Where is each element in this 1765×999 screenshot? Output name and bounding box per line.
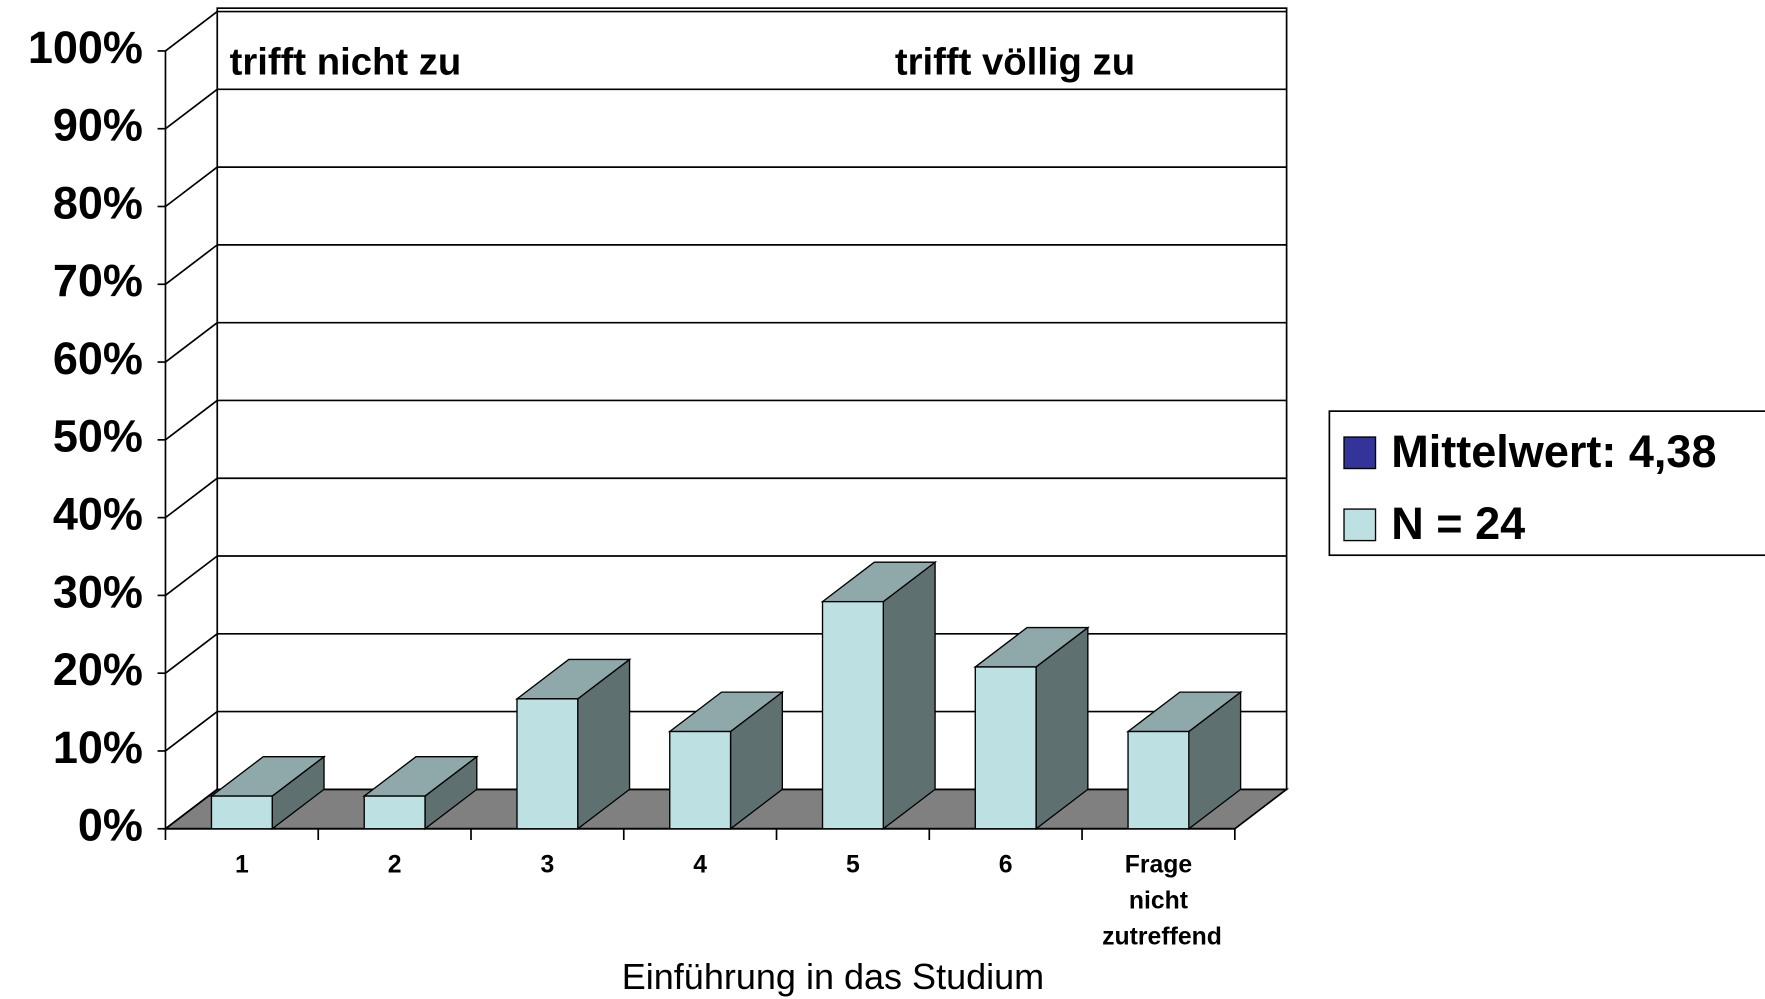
legend-label: Mittelwert: 4,38 [1391, 426, 1716, 477]
x-tick-label-box: 1 [234, 850, 249, 879]
x-tick-label-box: Frage nicht zutreffend [1102, 850, 1222, 951]
bar [516, 698, 579, 830]
x-tick-label-box: 3 [540, 850, 555, 879]
y-tick-label: 40% [53, 489, 143, 540]
grid-line [164, 166, 218, 208]
legend-label: N = 24 [1391, 498, 1525, 549]
grid-line [164, 321, 218, 363]
legend [1328, 410, 1765, 557]
x-tick-label-box: 5 [846, 850, 860, 879]
y-tick-label: 70% [53, 255, 143, 306]
legend-swatch [1343, 436, 1377, 470]
x-tick-label-box: 6 [998, 850, 1013, 879]
x-tick-label: 3 [540, 850, 555, 879]
bar [363, 795, 426, 830]
bar [210, 795, 273, 830]
grid-line [164, 788, 218, 830]
y-tick-label: 20% [53, 644, 143, 695]
x-axis-label: Einführung in das Studium [622, 956, 1044, 997]
x-tick-label: 1 [234, 850, 249, 879]
grid-line [164, 555, 218, 597]
x-tick-label: 2 [387, 850, 402, 879]
y-tick-label: 30% [53, 566, 143, 617]
y-tick-label: 80% [53, 177, 143, 228]
bar [669, 730, 732, 830]
y-tick-label: 60% [53, 333, 143, 384]
x-tick-label: 4 [693, 850, 708, 879]
back-wall [216, 7, 1288, 791]
y-tick-label: 0% [78, 800, 143, 851]
x-tick-label: 5 [846, 850, 860, 879]
grid-line [164, 10, 218, 52]
grid-line [164, 88, 218, 130]
y-tick-label: 50% [53, 411, 143, 462]
x-tick-label: Frage nicht zutreffend [1102, 850, 1222, 951]
x-tick-label: 6 [998, 850, 1013, 879]
bar [821, 600, 884, 830]
grid-line [164, 399, 218, 441]
x-tick-label-box: 2 [387, 850, 402, 879]
y-tick-label: 90% [53, 100, 143, 151]
x-tick-label-box: 4 [693, 850, 708, 879]
grid-line [164, 633, 218, 674]
y-tick-label: 10% [53, 722, 143, 773]
y-tick-label: 100% [28, 22, 143, 73]
legend-swatch [1343, 508, 1377, 542]
annotation: trifft völlig zu [895, 41, 1135, 84]
grid-line [164, 710, 218, 752]
bar [974, 666, 1037, 830]
bar [1127, 730, 1190, 830]
grid-line [164, 244, 218, 285]
bar-side [882, 560, 936, 831]
grid-line [164, 477, 218, 519]
annotation: trifft nicht zu [230, 41, 462, 84]
